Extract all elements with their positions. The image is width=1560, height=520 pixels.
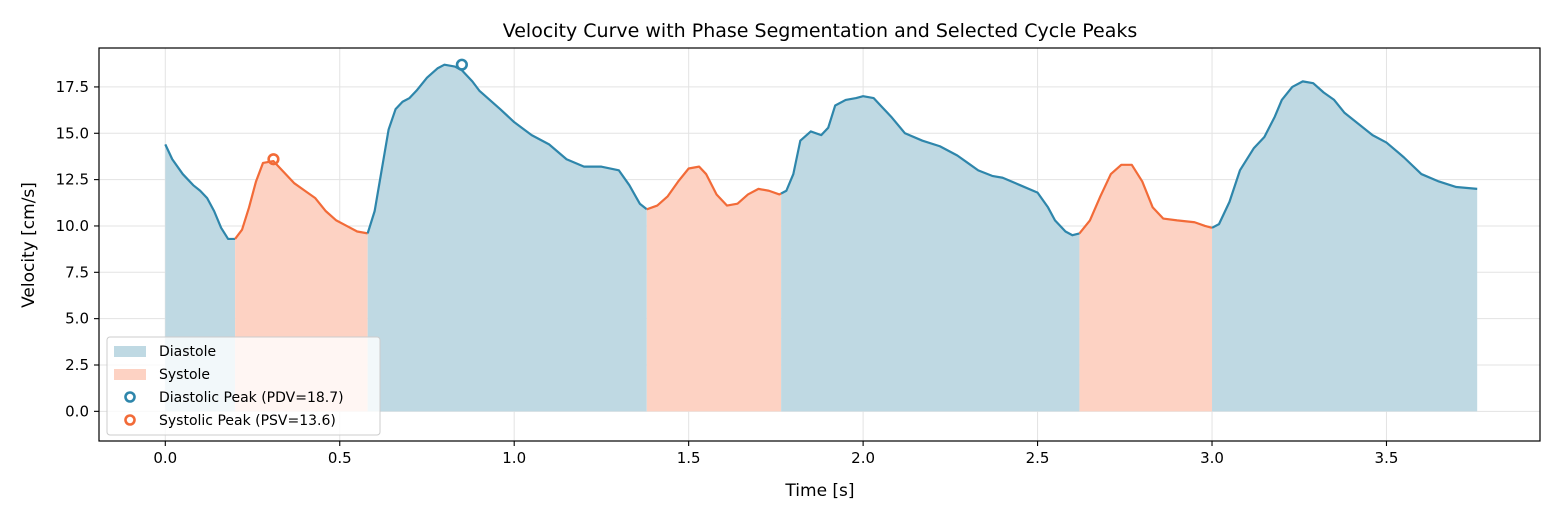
chart-title: Velocity Curve with Phase Segmentation a… <box>503 20 1138 42</box>
diastolic-peak-marker <box>455 58 468 71</box>
y-tick-label: 10.0 <box>56 217 89 235</box>
systole-curve-segment <box>646 165 782 211</box>
systole-phase-area <box>646 166 782 412</box>
legend-marker <box>124 414 136 426</box>
y-tick-label: 2.5 <box>65 356 89 374</box>
peak-markers <box>267 58 468 166</box>
systolic-peak-marker <box>267 153 280 166</box>
x-tick-label: 0.5 <box>328 449 352 467</box>
systole-curve-segment <box>1078 163 1213 235</box>
legend-box <box>106 336 381 436</box>
x-axis-label: Time [s] <box>784 481 854 501</box>
diastole-curve-segment <box>1211 80 1478 229</box>
y-tick-label: 15.0 <box>56 124 89 142</box>
phase-fills <box>165 64 1478 412</box>
plot-frame <box>98 47 1541 442</box>
systole-phase-area <box>1079 164 1213 412</box>
diastole-phase-area <box>1212 81 1478 412</box>
velocity-curve <box>164 63 1478 241</box>
x-axis-ticks: 0.0 0.5 1.0 1.5 2.0 2.5 3.0 3.5 <box>153 441 1398 467</box>
legend-marker <box>124 391 136 403</box>
systole-curve-segment <box>234 159 368 240</box>
diastole-curve-segment <box>780 95 1080 237</box>
diastole-curve-segment <box>366 63 648 234</box>
legend-label: Systole <box>159 367 210 383</box>
diastole-phase-area <box>781 96 1080 412</box>
y-tick-label: 5.0 <box>65 310 89 328</box>
y-tick-label: 17.5 <box>56 78 89 96</box>
x-tick-label: 0.0 <box>153 449 177 467</box>
x-tick-label: 2.5 <box>1026 449 1050 467</box>
legend-swatch <box>114 369 146 380</box>
y-tick-label: 0.0 <box>65 402 89 420</box>
x-tick-label: 3.5 <box>1375 449 1399 467</box>
diastole-curve-segment <box>164 143 236 241</box>
legend-label: Systolic Peak (PSV=13.6) <box>159 413 336 429</box>
x-tick-label: 2.0 <box>851 449 875 467</box>
y-axis-ticks: 0.0 2.5 5.0 7.5 10.0 12.5 15.0 17.5 <box>56 78 99 420</box>
legend-label: Diastolic Peak (PDV=18.7) <box>159 390 344 406</box>
x-tick-label: 1.0 <box>502 449 526 467</box>
x-tick-label: 3.0 <box>1200 449 1224 467</box>
x-tick-label: 1.5 <box>677 449 701 467</box>
y-tick-label: 12.5 <box>56 171 89 189</box>
y-axis-label: Velocity [cm/s] <box>19 182 39 308</box>
legend-label: Diastole <box>159 344 216 360</box>
diastole-phase-area <box>367 64 647 412</box>
legend: Diastole Systole Diastolic Peak (PDV=18.7)… <box>106 336 381 436</box>
y-tick-label: 7.5 <box>65 263 89 281</box>
legend-swatch <box>114 346 146 357</box>
